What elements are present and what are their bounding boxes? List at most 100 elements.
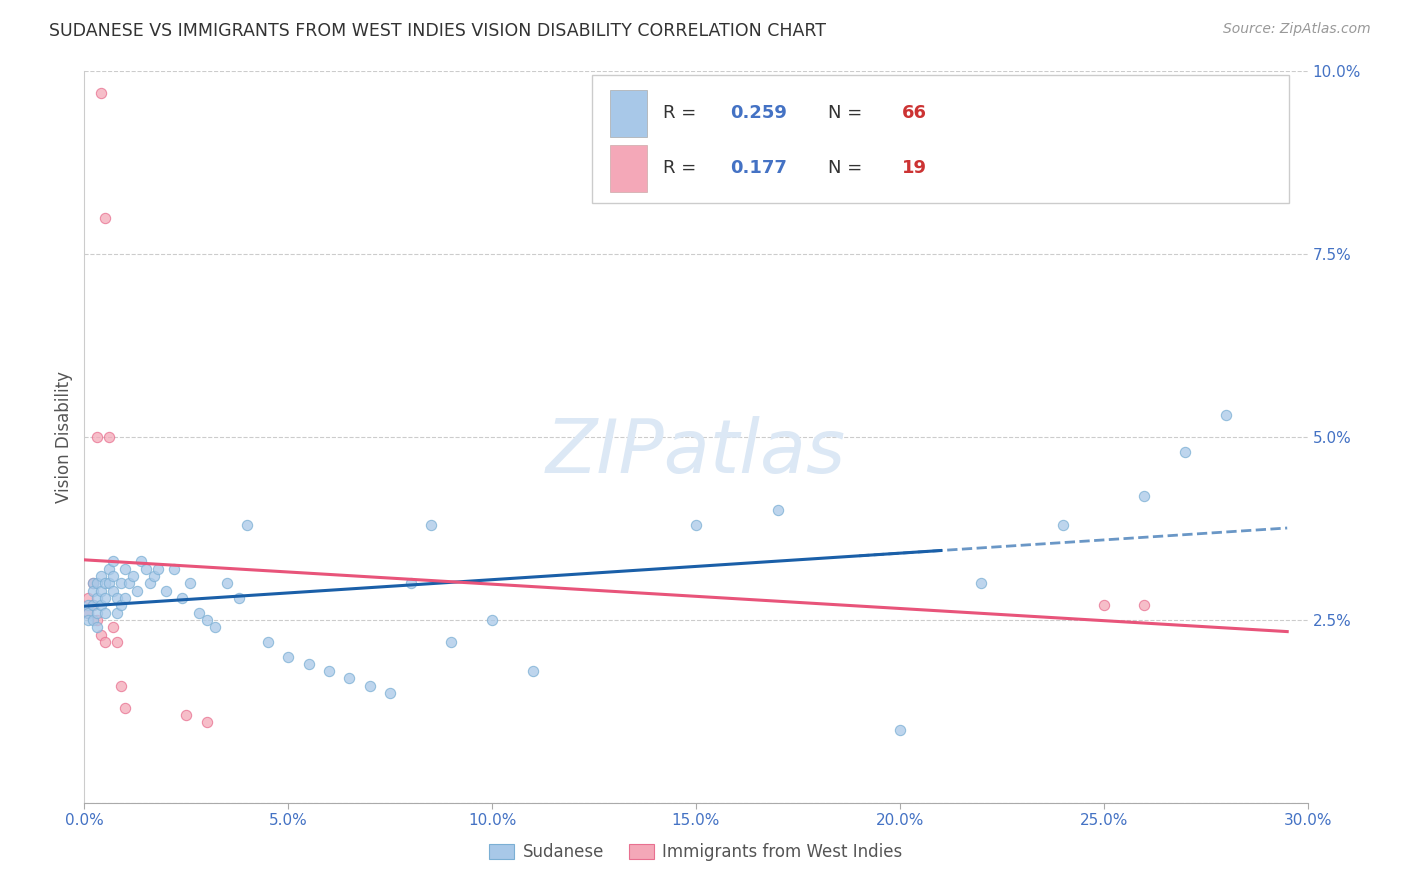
Point (93, 576, 115, 591)
Text: 0.259: 0.259 (730, 104, 787, 122)
Point (522, 664, 544, 678)
Point (1133, 489, 1156, 503)
Point (90, 569, 112, 583)
Point (86, 576, 108, 591)
Point (90, 87, 112, 101)
Point (440, 635, 463, 649)
Point (105, 606, 128, 620)
Point (1092, 599, 1115, 613)
Point (195, 715, 218, 730)
Point (82, 599, 104, 613)
Point (118, 576, 141, 591)
Point (380, 686, 402, 700)
Point (685, 517, 707, 532)
Text: Source: ZipAtlas.com: Source: ZipAtlas.com (1223, 22, 1371, 37)
Point (77, 591, 100, 605)
Point (97, 562, 120, 576)
Point (1174, 444, 1197, 458)
Point (77, 613, 100, 627)
Text: N =: N = (828, 159, 868, 177)
Point (174, 708, 197, 723)
Text: R =: R = (664, 104, 702, 122)
Point (90, 627, 112, 641)
Point (195, 613, 218, 627)
Point (93, 211, 115, 225)
FancyBboxPatch shape (610, 90, 647, 137)
Point (110, 576, 132, 591)
Point (138, 576, 160, 591)
Point (82, 613, 104, 627)
Point (101, 620, 124, 634)
Point (86, 430, 108, 444)
Point (122, 569, 145, 583)
Point (146, 562, 169, 576)
Point (127, 583, 149, 598)
Point (101, 569, 124, 583)
Point (277, 649, 299, 664)
Point (77, 599, 100, 613)
Point (766, 503, 789, 517)
Point (359, 679, 381, 693)
Point (82, 576, 104, 591)
Point (93, 606, 115, 620)
Point (105, 591, 128, 605)
Point (90, 583, 112, 598)
Point (82, 599, 104, 613)
Point (90, 599, 112, 613)
Point (131, 554, 153, 568)
Legend: Sudanese, Immigrants from West Indies: Sudanese, Immigrants from West Indies (482, 837, 910, 868)
Point (187, 606, 209, 620)
FancyBboxPatch shape (592, 75, 1289, 203)
Point (105, 635, 128, 649)
Point (110, 599, 132, 613)
FancyBboxPatch shape (610, 145, 647, 192)
Point (318, 664, 340, 678)
Point (135, 562, 157, 576)
Point (172, 591, 194, 605)
Point (204, 620, 226, 634)
Text: 66: 66 (901, 104, 927, 122)
Point (114, 700, 136, 714)
Point (101, 554, 124, 568)
Point (163, 562, 186, 576)
Point (236, 517, 259, 532)
Point (970, 576, 993, 591)
Point (86, 606, 108, 620)
Point (114, 562, 136, 576)
Text: R =: R = (664, 159, 702, 177)
Y-axis label: Vision Disability: Vision Disability (55, 371, 73, 503)
Point (1133, 599, 1156, 613)
Point (97, 430, 120, 444)
Point (82, 583, 104, 598)
Point (114, 591, 136, 605)
Text: SUDANESE VS IMMIGRANTS FROM WEST INDIES VISION DISABILITY CORRELATION CHART: SUDANESE VS IMMIGRANTS FROM WEST INDIES … (49, 22, 827, 40)
Point (93, 635, 115, 649)
Text: N =: N = (828, 104, 868, 122)
Point (82, 576, 104, 591)
Point (228, 591, 250, 605)
Point (217, 576, 239, 591)
Point (77, 606, 100, 620)
Point (339, 672, 361, 686)
Point (420, 517, 443, 532)
Point (86, 613, 108, 627)
Point (399, 576, 422, 591)
Point (155, 583, 177, 598)
Point (86, 591, 108, 605)
Text: 0.177: 0.177 (730, 159, 787, 177)
Point (93, 591, 115, 605)
Point (86, 620, 108, 634)
Point (77, 606, 100, 620)
Text: 19: 19 (901, 159, 927, 177)
Point (110, 679, 132, 693)
Point (97, 576, 120, 591)
Point (257, 635, 280, 649)
Point (142, 569, 165, 583)
Point (889, 723, 911, 737)
Point (1052, 517, 1074, 532)
Point (101, 583, 124, 598)
Text: ZIPatlas: ZIPatlas (546, 416, 846, 488)
Point (298, 657, 321, 671)
Point (179, 576, 201, 591)
Point (481, 613, 503, 627)
